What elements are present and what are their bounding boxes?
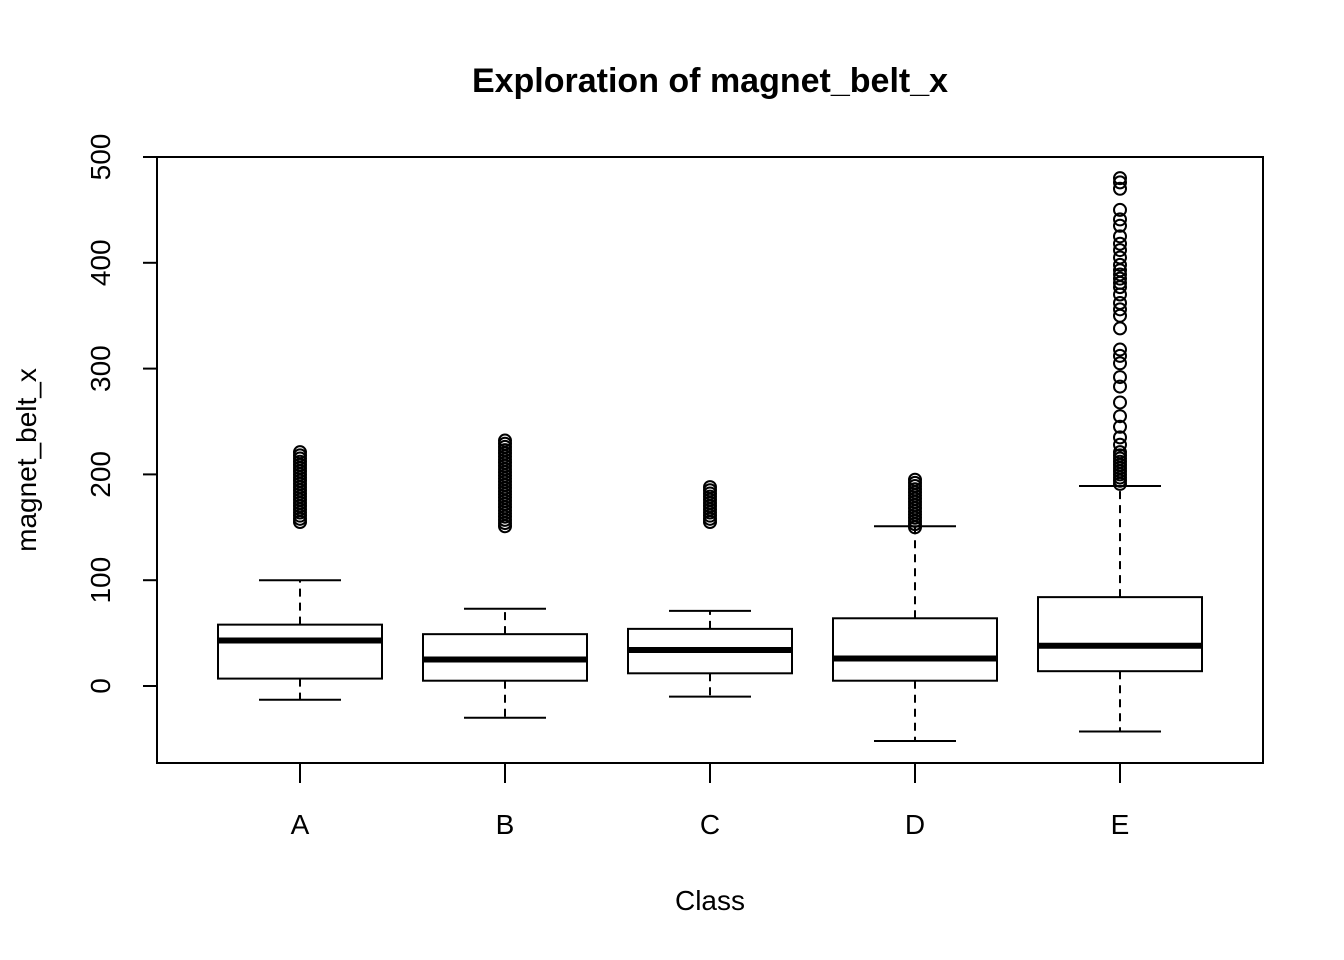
outlier-point: [1113, 229, 1127, 244]
iqr-box: [1037, 596, 1203, 673]
outlier-point: [1113, 342, 1127, 357]
outlier-point: [1113, 437, 1127, 452]
y-tick-label: 200: [85, 451, 116, 498]
box-b: [422, 433, 588, 719]
outlier-point: [1113, 236, 1127, 251]
y-tick-label: 400: [85, 239, 116, 286]
x-tick-label: E: [1111, 809, 1130, 840]
outlier-point: [703, 480, 717, 495]
outlier-point: [498, 433, 512, 448]
y-tick-label: 0: [85, 678, 116, 694]
outlier-point: [1113, 395, 1127, 410]
x-tick-label: A: [291, 809, 310, 840]
outlier-point: [1113, 218, 1127, 233]
x-tick-label: B: [496, 809, 515, 840]
iqr-box: [832, 617, 998, 682]
outlier-point: [1113, 257, 1127, 272]
outlier-point: [1113, 370, 1127, 385]
outlier-point: [1113, 267, 1127, 282]
x-axis: A B C D E: [291, 763, 1130, 840]
y-axis-label: magnet_belt_x: [11, 368, 42, 552]
outlier-point: [1113, 356, 1127, 371]
outlier-point: [1113, 379, 1127, 394]
box-d: [832, 472, 998, 743]
y-tick-label: 100: [85, 557, 116, 604]
box-c: [627, 480, 793, 698]
x-axis-label: Class: [675, 885, 745, 916]
outlier-point: [908, 472, 922, 487]
outlier-point: [1113, 271, 1127, 286]
y-tick-label: 500: [85, 134, 116, 181]
chart-title: Exploration of magnet_belt_x: [472, 62, 948, 100]
outlier-point: [1113, 348, 1127, 363]
outlier-point: [1113, 202, 1127, 217]
outlier-point: [1113, 243, 1127, 258]
outlier-point: [1113, 296, 1127, 311]
outlier-point: [1113, 445, 1127, 460]
x-tick-label: C: [700, 809, 720, 840]
outlier-point: [1113, 212, 1127, 227]
outlier-point: [1113, 175, 1127, 190]
outlier-point: [1113, 250, 1127, 265]
outlier-point: [1113, 302, 1127, 317]
outlier-point: [1113, 419, 1127, 434]
outlier-point: [1113, 409, 1127, 424]
outlier-point: [1113, 430, 1127, 445]
outlier-point: [1113, 171, 1127, 186]
boxes-layer: [217, 171, 1203, 743]
y-axis: 0 100 200 300 400 500: [85, 134, 158, 694]
box-e: [1037, 171, 1203, 733]
y-tick-label: 300: [85, 345, 116, 392]
box-a: [217, 445, 383, 701]
x-tick-label: D: [905, 809, 925, 840]
iqr-box: [217, 623, 383, 680]
outlier-point: [1113, 181, 1127, 196]
outlier-point: [293, 445, 307, 460]
outlier-point: [1113, 321, 1127, 336]
